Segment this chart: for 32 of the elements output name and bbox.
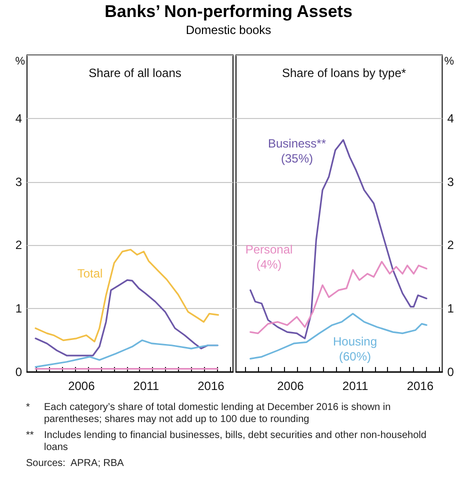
x-tick-label: 2006 <box>277 379 304 393</box>
y-axis-title: % <box>15 56 26 68</box>
text: * Each category’s share of total domestic lending at December 2016 is shown in parentheses; shares may not add up to 100 due to rounding <box>26 402 392 426</box>
y-tick-label: 2 <box>15 238 22 252</box>
text: Domestic books <box>184 23 272 37</box>
source-note: Sources: APRA; RBA <box>26 458 125 470</box>
x-tick-label: 2016 <box>198 379 225 393</box>
series-label: Housing (60%) <box>332 334 378 364</box>
line-series <box>34 248 220 342</box>
y2-axis-title: % <box>444 56 454 68</box>
series-label: Total <box>77 266 103 280</box>
x-tick-label: 2016 <box>406 379 434 393</box>
y2-tick-label: 2 <box>447 238 454 252</box>
text: Personal (4%) <box>245 242 293 272</box>
line-series <box>250 260 428 334</box>
text: Banks’ Non-performing Assets <box>104 2 354 22</box>
y2-tick-label: 3 <box>447 174 454 189</box>
text: Share of all loans <box>88 66 182 80</box>
text: ** Includes lending to financial businesses, bills, debt securities and other non-household loans <box>26 430 428 454</box>
y-tick-label: 3 <box>15 174 22 189</box>
line-series <box>34 340 218 368</box>
series-label: Business** (35%) <box>268 136 326 166</box>
x-tick-label: 2011 <box>133 379 160 393</box>
y2-tick-label: 4 <box>447 111 454 126</box>
y2-tick-label: 1 <box>447 302 454 316</box>
y-tick-label: 0 <box>15 365 22 379</box>
y-tick-label: 1 <box>15 302 22 316</box>
text: Share of loans by type* <box>282 66 406 80</box>
y2-tick-label: 0 <box>447 365 454 379</box>
x-tick-label: 2006 <box>68 379 96 393</box>
x-tick-label: 2011 <box>342 379 369 393</box>
y-tick-label: 4 <box>15 111 22 126</box>
